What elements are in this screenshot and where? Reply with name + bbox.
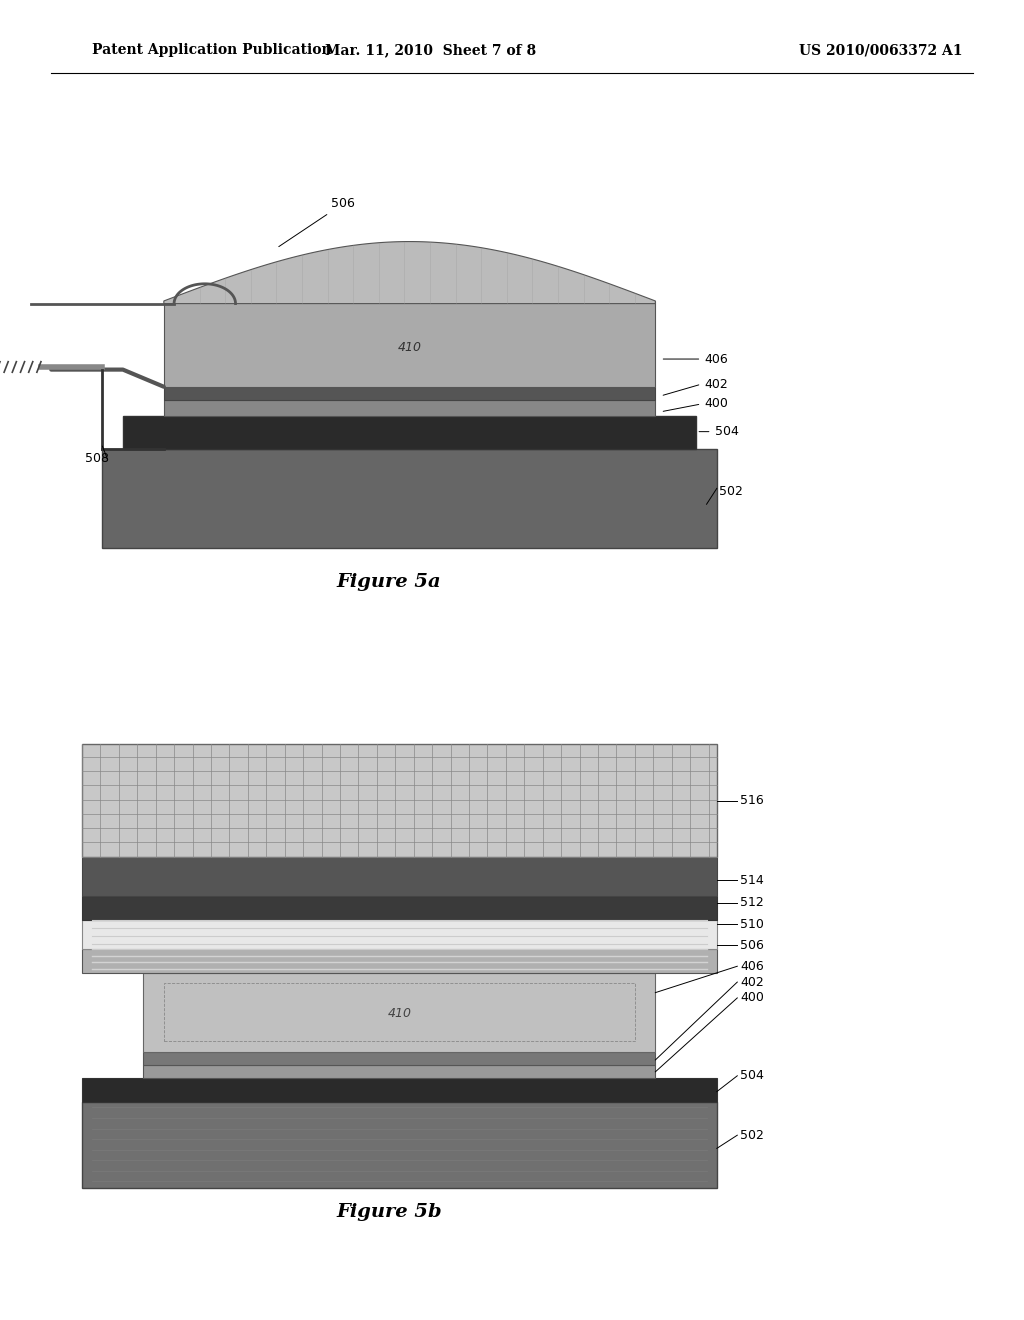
FancyBboxPatch shape [164,387,655,400]
Text: Mar. 11, 2010  Sheet 7 of 8: Mar. 11, 2010 Sheet 7 of 8 [325,44,536,57]
Text: 516: 516 [740,795,764,807]
Text: 502: 502 [740,1129,764,1142]
FancyBboxPatch shape [82,857,717,896]
Text: 512: 512 [740,896,764,909]
Text: 504: 504 [740,1069,764,1082]
Text: 504: 504 [715,425,738,438]
Text: Figure 5a: Figure 5a [337,573,441,591]
FancyBboxPatch shape [143,1052,655,1065]
FancyBboxPatch shape [82,1078,717,1102]
Text: Figure 5b: Figure 5b [336,1203,442,1221]
Text: 508: 508 [85,451,110,465]
Text: 506: 506 [279,197,355,247]
Text: 506: 506 [740,939,764,952]
Text: 406: 406 [740,960,764,973]
Text: US 2010/0063372 A1: US 2010/0063372 A1 [799,44,963,57]
FancyBboxPatch shape [164,400,655,416]
Text: 514: 514 [740,874,764,887]
Text: 402: 402 [705,378,728,391]
FancyBboxPatch shape [82,920,717,949]
Text: 510: 510 [740,917,764,931]
FancyBboxPatch shape [143,973,655,1052]
Text: 406: 406 [705,352,728,366]
FancyBboxPatch shape [143,1065,655,1078]
Polygon shape [164,242,655,304]
Text: 400: 400 [740,991,764,1005]
FancyBboxPatch shape [164,301,655,387]
FancyBboxPatch shape [82,896,717,920]
FancyBboxPatch shape [82,1102,717,1188]
Text: Patent Application Publication: Patent Application Publication [92,44,332,57]
Text: 410: 410 [387,1007,412,1020]
Text: 410: 410 [397,341,422,354]
FancyBboxPatch shape [82,744,717,857]
FancyBboxPatch shape [123,416,696,449]
Text: 400: 400 [705,397,728,411]
Text: 402: 402 [740,975,764,989]
FancyBboxPatch shape [102,449,717,548]
Text: 502: 502 [719,484,742,498]
FancyBboxPatch shape [82,949,717,973]
